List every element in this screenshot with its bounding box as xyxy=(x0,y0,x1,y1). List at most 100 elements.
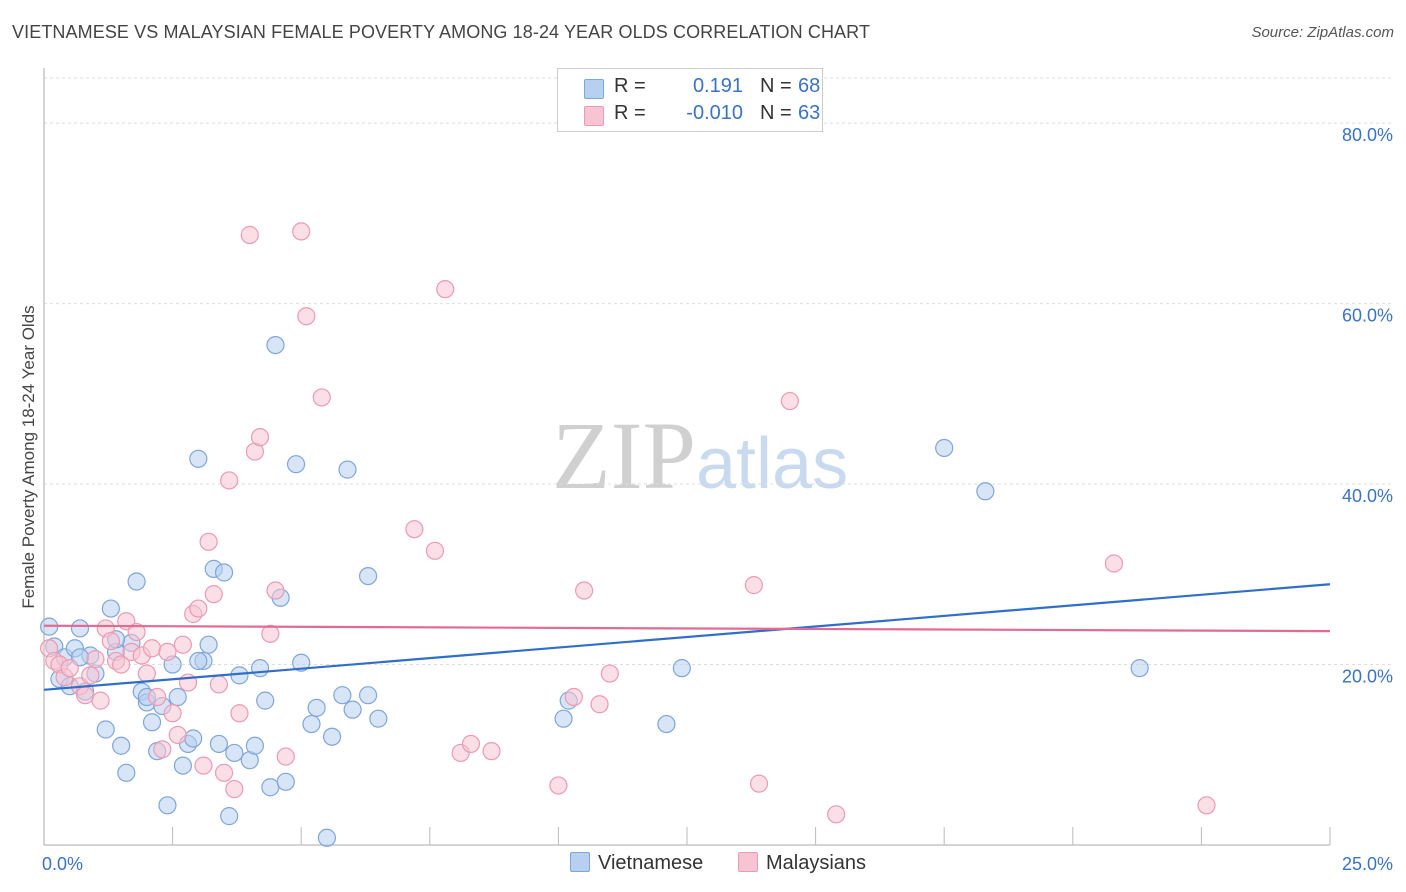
point-malaysians xyxy=(461,734,481,754)
point-vietnamese xyxy=(343,700,362,719)
legend-r-label: R = xyxy=(614,75,646,97)
point-malaysians xyxy=(153,740,172,759)
point-malaysians xyxy=(168,725,187,745)
trendline-vietnamese xyxy=(43,583,1331,691)
point-malaysians xyxy=(209,675,228,694)
point-vietnamese xyxy=(657,714,676,734)
point-malaysians xyxy=(214,763,234,782)
point-vietnamese xyxy=(168,687,187,707)
point-malaysians xyxy=(158,642,177,661)
point-vietnamese xyxy=(158,796,177,815)
point-vietnamese xyxy=(358,686,378,705)
point-malaysians xyxy=(189,599,208,618)
point-vietnamese xyxy=(935,438,954,458)
point-vietnamese xyxy=(261,778,280,797)
point-malaysians xyxy=(1104,554,1124,573)
point-malaysians xyxy=(744,576,763,595)
point-vietnamese xyxy=(302,714,321,734)
point-malaysians xyxy=(137,664,156,683)
legend-r-value: 0.191 xyxy=(692,75,743,97)
point-vietnamese xyxy=(142,713,162,732)
trendline-malaysians xyxy=(43,624,1331,633)
legend-n-value: 63 xyxy=(798,102,821,124)
point-malaysians xyxy=(240,225,259,245)
point-malaysians xyxy=(564,687,583,707)
y-axis-label: Female Poverty Among 18-24 Year Olds xyxy=(19,305,38,608)
point-vietnamese xyxy=(976,482,995,501)
legend-r-label: R = xyxy=(614,102,646,124)
point-vietnamese xyxy=(127,572,146,591)
point-malaysians xyxy=(780,391,799,411)
x-tick-label: 25.0% xyxy=(1342,854,1393,874)
point-vietnamese xyxy=(276,772,295,791)
legend-n-value: 68 xyxy=(798,75,821,97)
point-vietnamese xyxy=(1130,659,1149,678)
point-malaysians xyxy=(101,631,120,651)
point-vietnamese xyxy=(266,335,285,355)
point-vietnamese xyxy=(358,566,378,586)
point-malaysians xyxy=(1197,796,1216,815)
point-vietnamese xyxy=(112,736,131,755)
point-vietnamese xyxy=(199,635,218,654)
point-malaysians xyxy=(225,779,244,799)
point-malaysians xyxy=(575,581,594,600)
point-malaysians xyxy=(590,695,609,714)
y-tick-label: 20.0% xyxy=(1342,667,1393,687)
point-malaysians xyxy=(827,805,846,824)
point-malaysians xyxy=(173,635,192,654)
point-vietnamese xyxy=(554,709,573,728)
bottom-legend-swatch-pink xyxy=(738,852,758,872)
point-malaysians xyxy=(312,388,331,407)
point-malaysians xyxy=(276,747,295,766)
point-malaysians xyxy=(204,585,223,604)
point-malaysians xyxy=(250,428,270,447)
point-vietnamese xyxy=(250,659,270,678)
point-vietnamese xyxy=(672,659,691,678)
point-malaysians xyxy=(405,520,424,539)
point-vietnamese xyxy=(292,653,311,672)
point-malaysians xyxy=(60,659,79,678)
watermark: ZIPatlas xyxy=(552,400,848,511)
point-vietnamese xyxy=(369,709,388,728)
watermark-atlas: atlas xyxy=(696,424,849,504)
point-vietnamese xyxy=(214,563,234,582)
legend-n-label: N = xyxy=(760,102,792,124)
point-vietnamese xyxy=(322,727,342,746)
point-malaysians xyxy=(112,655,131,674)
point-malaysians xyxy=(266,581,285,600)
point-vietnamese xyxy=(173,756,192,775)
point-vietnamese xyxy=(184,729,203,748)
point-malaysians xyxy=(220,471,239,490)
y-tick-label: 80.0% xyxy=(1342,125,1393,145)
chart-title: VIETNAMESE VS MALAYSIAN FEMALE POVERTY A… xyxy=(12,22,871,42)
source-label: Source: ZipAtlas.com xyxy=(1251,24,1394,41)
legend-swatch-blue xyxy=(584,79,604,99)
point-vietnamese xyxy=(189,449,208,468)
point-vietnamese xyxy=(256,691,275,710)
bottom-legend-malaysians: Malaysians xyxy=(738,852,866,875)
point-vietnamese xyxy=(189,651,208,671)
point-malaysians xyxy=(199,532,218,551)
point-malaysians xyxy=(482,742,501,761)
y-tick-label: 60.0% xyxy=(1342,306,1393,326)
point-malaysians xyxy=(425,541,445,560)
legend-n-label: N = xyxy=(760,75,792,97)
bottom-legend-label: Vietnamese xyxy=(598,852,704,874)
x-tick-label: 0.0% xyxy=(42,854,83,874)
point-vietnamese xyxy=(96,720,115,739)
point-vietnamese xyxy=(230,666,249,685)
point-malaysians xyxy=(81,666,100,685)
point-vietnamese xyxy=(286,455,306,474)
point-malaysians xyxy=(91,691,110,710)
point-vietnamese xyxy=(338,460,357,479)
point-malaysians xyxy=(194,756,213,775)
point-vietnamese xyxy=(101,599,120,618)
point-vietnamese xyxy=(245,736,265,755)
correlation-legend: R = 0.191 N = 68 R = -0.010 N = 63 xyxy=(557,68,823,132)
point-malaysians xyxy=(76,686,95,705)
point-vietnamese xyxy=(70,619,90,638)
point-vietnamese xyxy=(333,686,352,705)
point-vietnamese xyxy=(307,698,326,717)
y-tick-label: 40.0% xyxy=(1342,486,1393,506)
